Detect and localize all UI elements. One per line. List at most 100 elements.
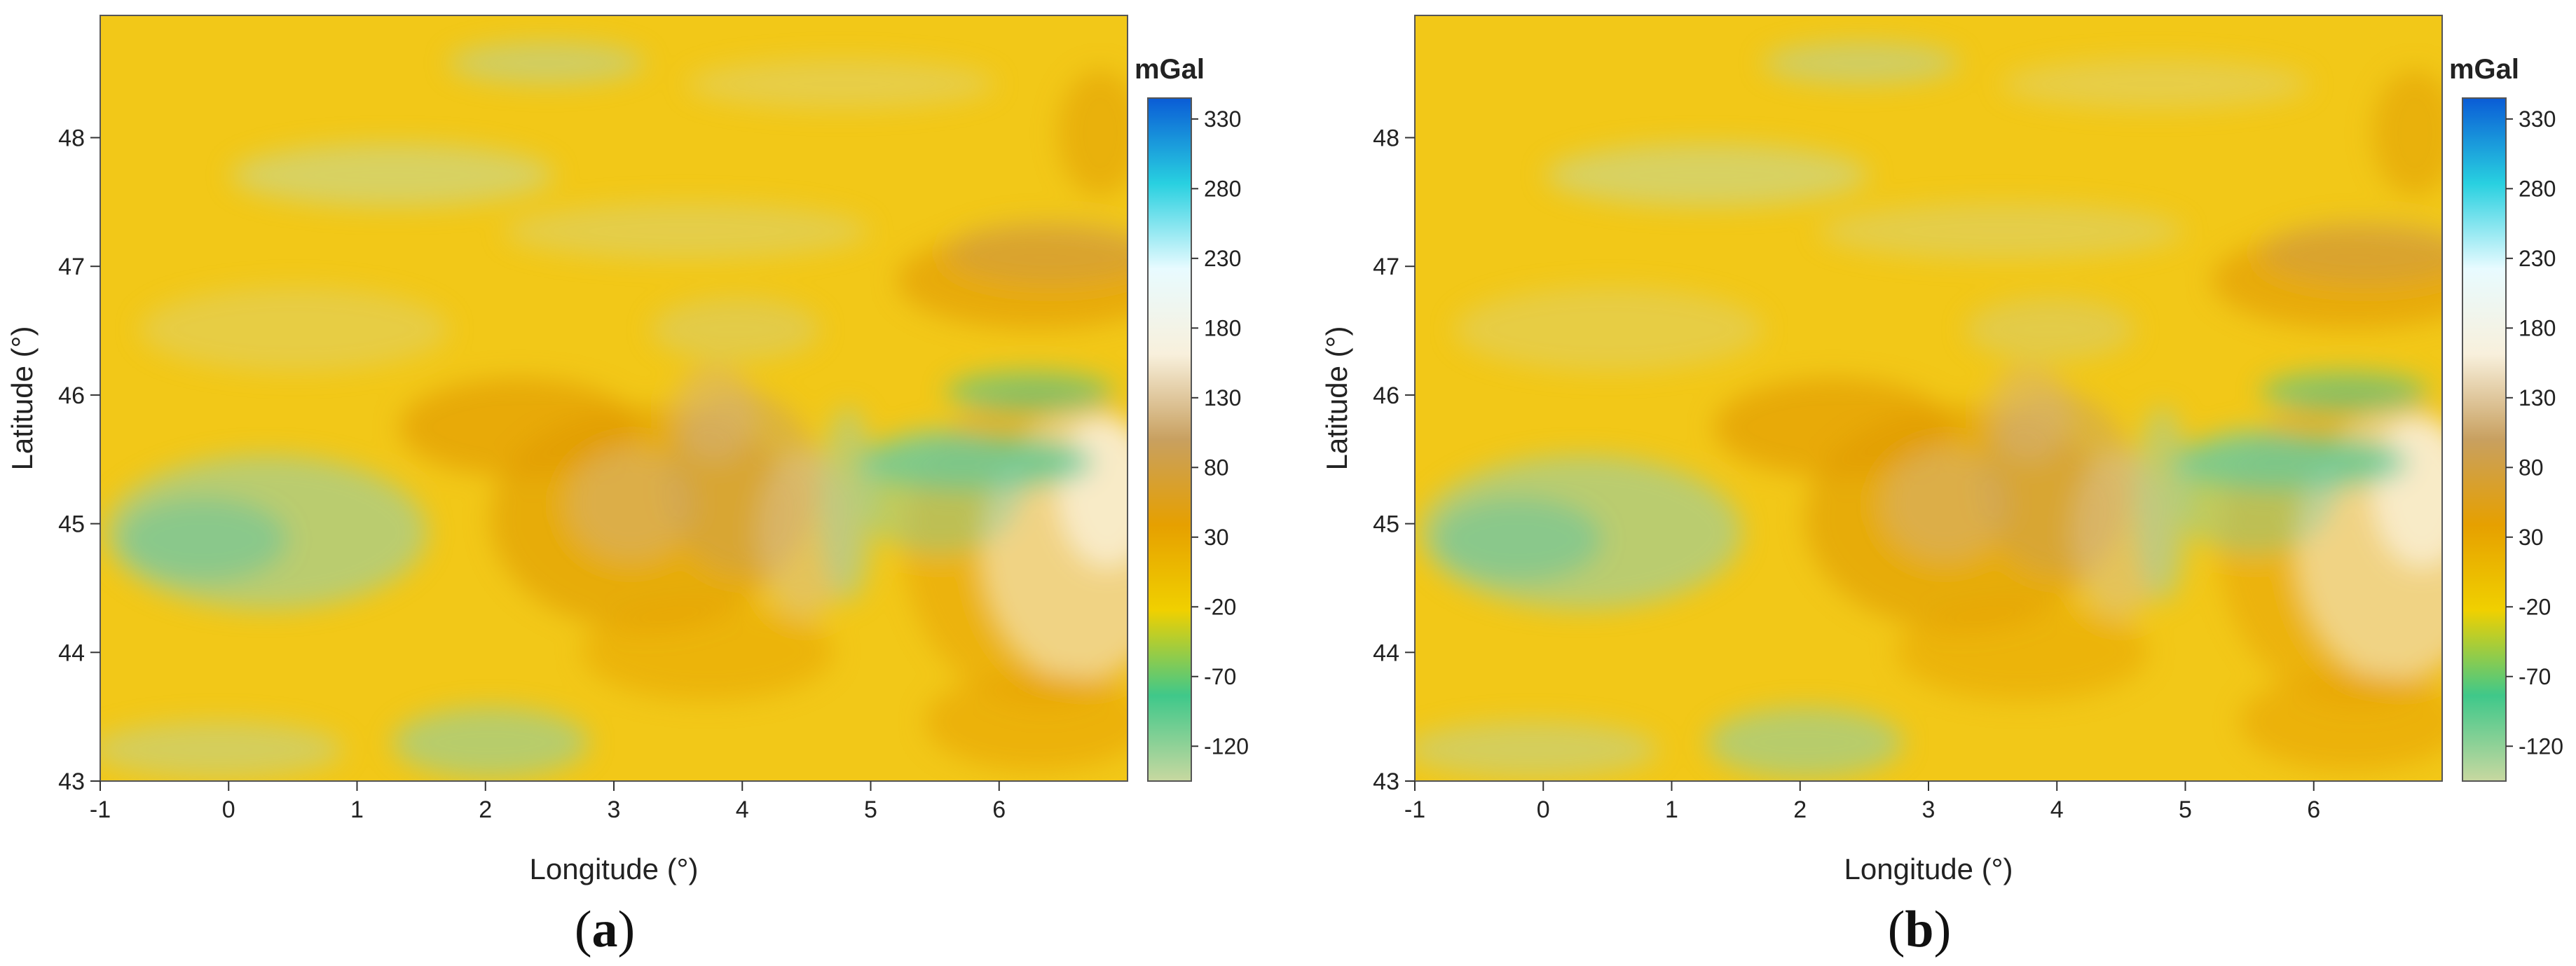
map-anomaly [855, 427, 1023, 553]
x-axis-label: Longitude (°) [530, 853, 699, 885]
colorbar-tick-label: 280 [2519, 176, 2556, 201]
y-tick-label: 46 [58, 382, 85, 409]
x-tick-label: 3 [1922, 796, 1936, 823]
colorbar-tick-label: -70 [2519, 664, 2551, 689]
map-anomaly [2261, 371, 2429, 413]
x-tick-label: -1 [1404, 796, 1425, 823]
y-tick-label: 44 [58, 640, 85, 666]
x-tick-label: 2 [1793, 796, 1807, 823]
x-tick-label: 6 [2307, 796, 2320, 823]
map-anomaly [687, 60, 995, 109]
map-anomaly [231, 144, 554, 207]
map-anomaly [392, 708, 589, 778]
map-anomaly [2373, 413, 2442, 567]
map-anomaly [568, 448, 694, 560]
y-tick-label: 46 [1373, 382, 1399, 409]
colorbar-tick-label: 230 [1204, 246, 1241, 271]
colorbar-tick-label: 80 [2519, 455, 2544, 480]
x-tick-label: 1 [350, 796, 364, 823]
map-anomaly [140, 287, 448, 371]
map-anomaly [925, 672, 1128, 771]
panel-label-b: (b) [1887, 901, 1952, 958]
colorbar-tick-label: -120 [2519, 733, 2563, 759]
colorbar-unit: mGal [1135, 54, 1205, 85]
map-anomaly [652, 298, 820, 361]
map-anomaly [119, 497, 287, 581]
map-anomaly [1966, 298, 2135, 361]
colorbar-tick-label: 330 [1204, 106, 1241, 132]
colorbar-unit: mGal [2449, 54, 2519, 85]
colorbar-tick-label: 180 [2519, 315, 2556, 340]
map-anomaly [505, 203, 869, 259]
panel-a: -1 0 1 2 3 4 5 6 Longitude (°) 43 44 45 46 47 48 Latitu… [6, 15, 1249, 958]
colorbar-tick-label: 130 [1204, 385, 1241, 410]
map-texture [100, 42, 1128, 778]
y-tick-label: 48 [1373, 125, 1399, 152]
map-anomaly [582, 602, 834, 701]
map-image [1415, 15, 2442, 781]
map-anomaly [820, 406, 876, 602]
map-anomaly [1415, 722, 1658, 778]
map-anomaly [1546, 144, 1868, 207]
y-tick-label: 45 [1373, 511, 1399, 538]
x-tick-label: 4 [736, 796, 749, 823]
map-anomaly [1987, 364, 2071, 462]
colorbar-tick-label: 130 [2519, 385, 2556, 410]
colorbar-tick-label: 230 [2519, 246, 2556, 271]
map-anomaly [2001, 60, 2310, 109]
panel-b: -1 0 1 2 3 4 5 6 Longitude (°) 43 44 45 46 47 48 Latitu… [1315, 0, 2576, 966]
map-texture [1415, 42, 2442, 778]
x-tick-label: 5 [2179, 796, 2192, 823]
map-anomaly [946, 371, 1114, 413]
map-anomaly [2261, 221, 2442, 284]
y-axis-label: Latitude (°) [1320, 326, 1353, 471]
colorbar-tick-label: 180 [1204, 315, 1241, 340]
map-anomaly [1896, 602, 2149, 701]
colorbar-tick-label: 330 [2519, 106, 2556, 132]
map-anomaly [673, 364, 757, 462]
map-anomaly [1882, 448, 2008, 560]
colorbar-tick-label: 30 [2519, 525, 2544, 550]
map-anomaly [1058, 70, 1128, 196]
colorbar-tick-label: 80 [1204, 455, 1229, 480]
map-anomaly [1763, 42, 1959, 84]
map-anomaly [1455, 287, 1763, 371]
x-tick-label: 2 [479, 796, 492, 823]
x-tick-label: 1 [1665, 796, 1678, 823]
map-anomaly [100, 722, 343, 778]
y-tick-label: 47 [58, 254, 85, 280]
colorbar-tick-label: -120 [1204, 733, 1249, 759]
x-tick-label: 5 [864, 796, 877, 823]
x-tick-label: 6 [992, 796, 1006, 823]
map-image [100, 15, 1128, 781]
colorbar [2462, 97, 2507, 782]
colorbar-tick-label: 280 [1204, 176, 1241, 201]
x-tick-label: 4 [2050, 796, 2064, 823]
map-anomaly [946, 221, 1128, 284]
map-anomaly [1434, 497, 1602, 581]
x-tick-label: 0 [222, 796, 235, 823]
x-tick-label: -1 [90, 796, 111, 823]
colorbar-tick-label: 30 [1204, 525, 1229, 550]
x-axis-label: Longitude (°) [1844, 853, 2013, 885]
y-tick-label: 45 [58, 511, 85, 538]
y-tick-label: 48 [58, 125, 85, 152]
map-anomaly [2373, 70, 2442, 196]
colorbar-tick-label: -20 [1204, 594, 1236, 619]
map-anomaly [1058, 413, 1128, 567]
y-tick-label: 44 [1373, 640, 1399, 666]
colorbar-tick-label: -20 [2519, 594, 2551, 619]
y-tick-label: 47 [1373, 254, 1399, 280]
x-tick-label: 0 [1537, 796, 1550, 823]
y-tick-label: 43 [1373, 768, 1399, 795]
y-axis-label: Latitude (°) [6, 326, 39, 471]
map-anomaly [2240, 672, 2442, 771]
panel-label-a: (a) [574, 901, 636, 958]
x-tick-label: 3 [608, 796, 621, 823]
map-anomaly [1819, 203, 2184, 259]
map-anomaly [2170, 427, 2338, 553]
map-anomaly [448, 42, 645, 84]
y-tick-label: 43 [58, 768, 85, 795]
